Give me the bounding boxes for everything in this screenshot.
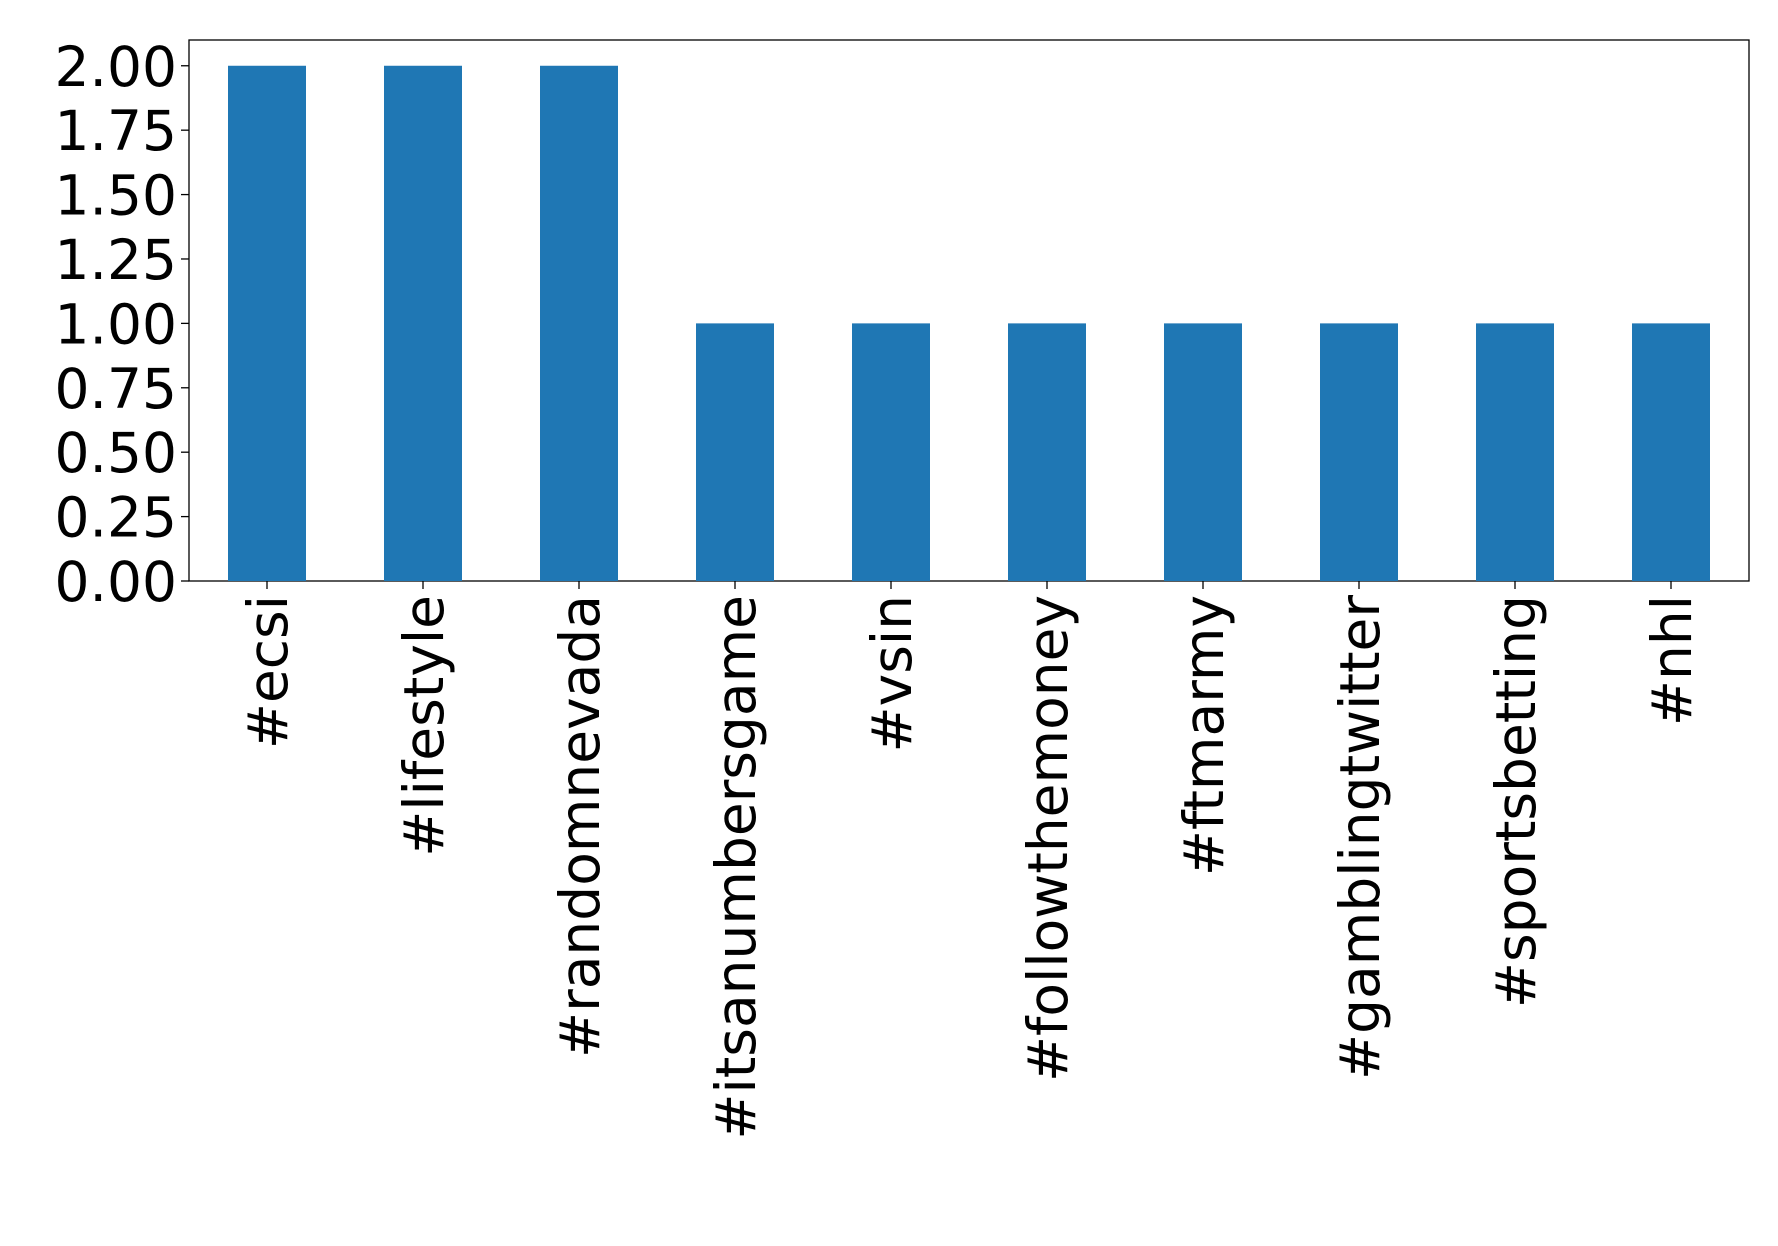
- y-tick-label: 1.25: [55, 228, 177, 292]
- x-tick-label: #lifestyle: [392, 595, 456, 857]
- x-tick-label: #ftmarmy: [1172, 595, 1236, 876]
- x-tick-label: #itsanumbersgame: [704, 595, 768, 1140]
- y-tick-label: 0.75: [55, 357, 177, 421]
- bar: [1632, 323, 1710, 581]
- bar: [540, 65, 618, 581]
- x-tick-label: #sportsbetting: [1484, 595, 1548, 1008]
- bar: [696, 323, 774, 581]
- plot-frame: [188, 39, 1750, 582]
- y-tick-label: 0.25: [55, 486, 177, 550]
- bar: [1320, 323, 1398, 581]
- bar: [228, 65, 306, 581]
- y-tick-label: 0.50: [55, 421, 177, 485]
- x-tick-label: #vsin: [860, 595, 924, 752]
- x-tick-label: #followthemoney: [1016, 595, 1080, 1082]
- y-tick-label: 1.75: [55, 99, 177, 163]
- bar: [384, 65, 462, 581]
- bar: [1008, 323, 1086, 581]
- y-tick-label: 0.00: [55, 550, 177, 614]
- bar: [1476, 323, 1554, 581]
- x-tick-label: #gamblingtwitter: [1328, 595, 1392, 1080]
- bar: [852, 323, 930, 581]
- x-tick-label: #nhl: [1640, 595, 1704, 726]
- bar: [1164, 323, 1242, 581]
- x-tick-label: #randomnevada: [548, 595, 612, 1058]
- y-tick-label: 1.50: [55, 164, 177, 228]
- y-tick-label: 1.00: [55, 292, 177, 356]
- y-tick-label: 2.00: [55, 35, 177, 99]
- x-tick-label: #ecsi: [236, 595, 300, 749]
